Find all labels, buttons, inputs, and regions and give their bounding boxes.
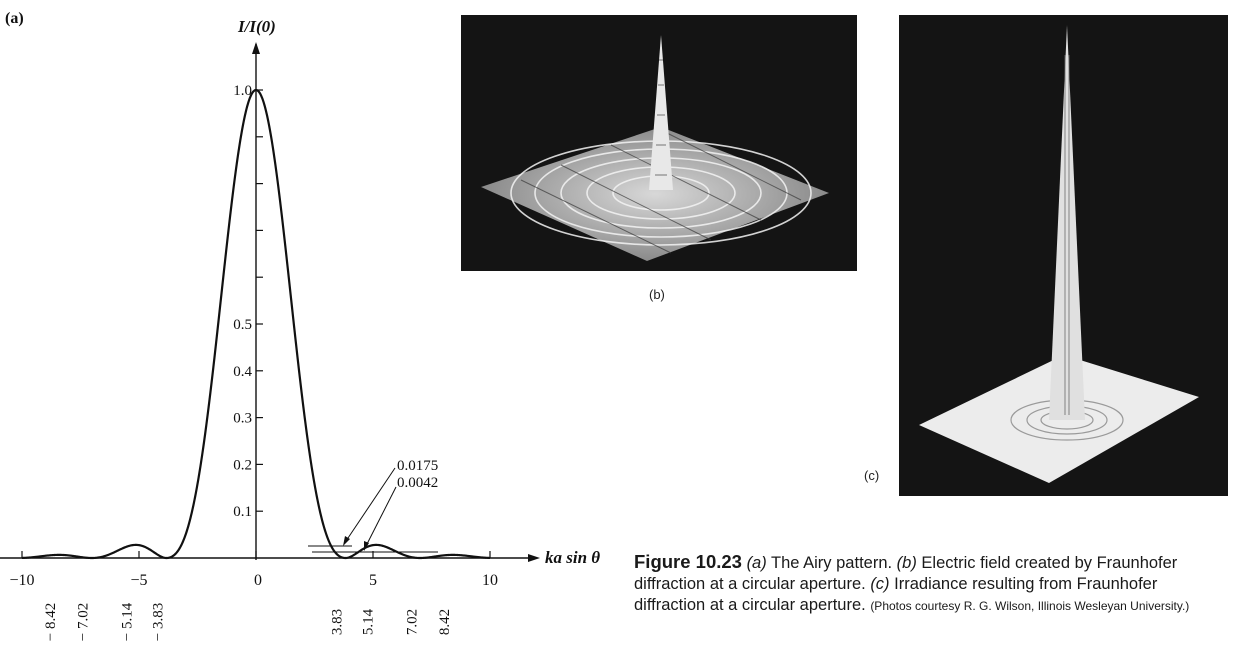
minima-label: 8.42	[437, 609, 453, 635]
axes	[0, 42, 540, 562]
minima-labels: − 8.42 − 7.02 − 5.14 − 3.83 3.83 5.14 7.02 8.42	[43, 602, 453, 641]
airy-curve	[21, 88, 491, 560]
annotation-leader-0175	[345, 467, 396, 542]
x-tick-label: 5	[369, 572, 377, 589]
minima-label: − 5.14	[120, 602, 136, 641]
annotation-arrow-0175	[343, 536, 350, 546]
photo-credit: (Photos courtesy R. G. Wilson, Illinois …	[870, 599, 1190, 613]
caption-part-c: Irradiance resulting from Fraunhofer dif…	[634, 575, 1158, 614]
caption-part-a-marker: (a)	[746, 554, 767, 572]
figure-caption: Figure 10.23 (a) The Airy pattern. (b) E…	[634, 551, 1224, 617]
annotation-leader-0042	[365, 486, 397, 547]
caption-part-c-marker: (c)	[870, 575, 890, 593]
minima-label: 7.02	[404, 609, 420, 635]
minima-label: 3.83	[330, 609, 346, 635]
field-surface	[481, 127, 829, 261]
x-tick-label: −5	[130, 572, 147, 589]
field-central-peak	[649, 35, 673, 190]
caption-part-b: Electric field created by Fraunhofer dif…	[634, 554, 1178, 593]
x-axis-label: ka sin θ	[545, 548, 600, 567]
y-tick-label: 0.3	[233, 411, 252, 427]
figure-number: Figure 10.23	[634, 551, 742, 572]
y-tick-label: 0.5	[233, 317, 252, 333]
caption-part-a: The Airy pattern.	[766, 554, 897, 572]
airy-pattern-plot: (a) I/I(0) ka sin θ 0.1 0.2 0.3 0.4 0.5 1.0 −…	[0, 10, 600, 641]
caption-part-b-marker: (b)	[896, 554, 917, 572]
minima-label: 5.14	[360, 608, 376, 635]
y-ticks: 0.1 0.2 0.3 0.4 0.5 1.0	[233, 83, 263, 520]
y-axis-label: I/I(0)	[237, 17, 276, 36]
x-axis-arrow	[528, 554, 540, 562]
y-tick-label: 0.1	[233, 504, 252, 520]
x-ticks: −10 −5 0 5 10	[9, 551, 498, 589]
irradiance-peak	[1049, 25, 1085, 420]
minima-label: − 3.83	[150, 603, 166, 641]
panel-b-label: (b)	[649, 287, 665, 302]
minima-label: − 8.42	[43, 603, 59, 641]
y-tick-label: 0.4	[233, 364, 252, 380]
minima-label: − 7.02	[76, 603, 92, 641]
annotation-0042: 0.0042	[397, 475, 438, 491]
x-tick-label: −10	[9, 572, 34, 589]
y-axis-arrow	[252, 42, 260, 54]
annotation-0175: 0.0175	[397, 458, 438, 474]
irradiance-photo	[899, 15, 1228, 496]
y-tick-label: 0.2	[233, 457, 252, 473]
x-tick-label: 10	[482, 572, 498, 589]
y-tick-label: 1.0	[233, 83, 252, 99]
panel-c-label: (c)	[864, 468, 880, 483]
electric-field-photo	[461, 15, 857, 271]
x-tick-label: 0	[254, 572, 262, 589]
panel-a-label: (a)	[5, 10, 24, 27]
